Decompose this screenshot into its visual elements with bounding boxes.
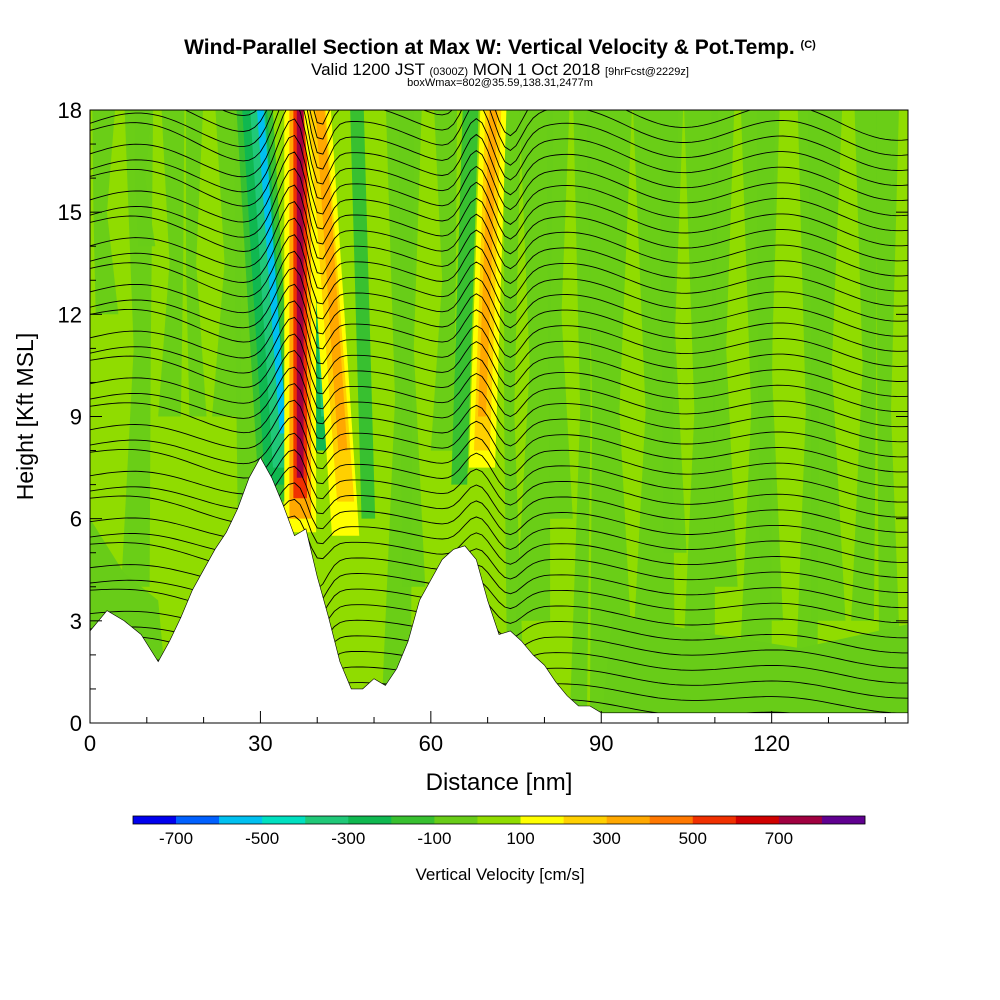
colorbar-swatch <box>821 816 866 824</box>
colorbar-swatch <box>348 816 392 824</box>
colorbar-tick-label: 300 <box>592 829 620 848</box>
y-tick-label: 15 <box>58 200 82 225</box>
colorbar-tick-label: -500 <box>245 829 279 848</box>
colorbar-tick-label: 700 <box>765 829 793 848</box>
colorbar-swatch <box>606 816 651 824</box>
weak-downdraft-streak <box>158 110 185 417</box>
isentrope-line <box>90 383 908 458</box>
weak-downdraft-streak <box>660 110 687 553</box>
updraft-band <box>477 110 498 417</box>
x-tick-label: 30 <box>248 731 272 756</box>
x-tick-label: 90 <box>589 731 613 756</box>
isentrope-line <box>90 349 908 428</box>
colorbar-swatch <box>391 816 435 824</box>
isentrope-line <box>90 432 908 503</box>
isentrope-line <box>90 118 908 217</box>
colorbar-swatch <box>692 816 737 824</box>
colorbar-frame <box>132 815 866 825</box>
isentrope-line <box>90 482 908 548</box>
isentrope-line <box>90 167 908 262</box>
x-tick-label: 60 <box>419 731 443 756</box>
colorbar-swatch <box>735 816 780 824</box>
isentrope-line <box>90 184 908 277</box>
weak-downdraft-streak <box>570 110 591 713</box>
isentrope-line <box>90 110 908 171</box>
isentrope-line <box>90 366 908 443</box>
valid-time: Valid 1200 JST <box>311 60 425 79</box>
colorbar-swatch <box>563 816 607 824</box>
colorbar-swatch <box>305 816 349 824</box>
weak-downdraft-streak <box>851 110 878 621</box>
colorbar-swatch <box>520 816 564 824</box>
colorbar-tick-label: -300 <box>331 829 365 848</box>
updraft-core <box>296 110 304 478</box>
updraft-band <box>315 110 348 451</box>
y-tick-label: 6 <box>70 507 82 532</box>
colorbar-tick-label: -100 <box>417 829 451 848</box>
isentrope-line <box>90 234 908 322</box>
colorbar-tick-label: -700 <box>159 829 193 848</box>
y-tick-label: 3 <box>70 609 82 634</box>
isentrope-line <box>184 110 908 156</box>
downdraft-band <box>451 110 479 485</box>
isentrope-line <box>90 134 908 232</box>
isentrope-line <box>90 151 908 247</box>
weak-downdraft-streak <box>92 110 119 315</box>
valid-utc: (0300Z) <box>429 66 469 78</box>
colorbar-swatch <box>434 816 478 824</box>
colorbar-swatch <box>778 816 823 824</box>
isentrope-line <box>90 465 908 533</box>
x-tick-label: 0 <box>84 731 96 756</box>
isentrope-line <box>90 201 908 292</box>
title-main: Wind-Parallel Section at Max W: Vertical… <box>184 36 795 59</box>
isentrope-line <box>90 316 908 398</box>
weak-downdraft-streak <box>546 110 573 519</box>
isentrope-line <box>90 416 908 488</box>
weak-downdraft-streak <box>756 110 783 621</box>
isentrope-line <box>90 333 908 413</box>
isentrope-line <box>90 399 908 473</box>
colorbar-tick-label: 100 <box>506 829 534 848</box>
weak-downdraft-streak <box>430 110 457 451</box>
x-tick-label: 120 <box>753 731 790 756</box>
isentrope-line <box>221 110 908 141</box>
y-tick-label: 0 <box>70 711 82 736</box>
isentrope-line <box>90 267 908 352</box>
copyright-mark: (C) <box>800 39 816 51</box>
y-tick-label: 9 <box>70 405 82 430</box>
isentrope-line <box>90 110 908 202</box>
isentrope-line <box>90 283 908 367</box>
terrain-mask <box>90 456 908 723</box>
colorbar-tick-label: 500 <box>679 829 707 848</box>
valid-date: MON 1 Oct 2018 <box>472 60 601 79</box>
colorbar-swatch <box>219 816 263 824</box>
colorbar-swatch <box>477 816 521 824</box>
colorbar-swatch <box>176 816 220 824</box>
y-tick-label: 18 <box>58 98 82 123</box>
weak-downdraft-streak <box>808 110 846 621</box>
forecast-info: [9hrFcst@2229z] <box>605 66 689 78</box>
colorbar-swatch <box>133 816 177 824</box>
field-group <box>90 110 908 723</box>
isentrope-line <box>90 449 908 518</box>
low-level-wash <box>601 614 908 723</box>
y-tick-label: 12 <box>58 302 82 327</box>
colorbar-swatch <box>262 816 306 824</box>
box-info: boxWmax=802@35.59,138.31,2477m <box>407 77 593 89</box>
chart-subtitle: Valid 1200 JST (0300Z) MON 1 Oct 2018 [9… <box>0 60 1000 80</box>
downdraft-band <box>350 110 376 519</box>
isentrope-line <box>90 300 908 382</box>
x-axis-label: Distance [nm] <box>426 769 573 796</box>
isentrope-line <box>90 217 908 307</box>
chart-title: Wind-Parallel Section at Max W: Vertical… <box>0 36 1000 60</box>
weak-downdraft-streak <box>399 110 426 587</box>
y-axis-label: Height [Kft MSL] <box>12 333 38 500</box>
isentrope-line <box>90 110 908 186</box>
weak-downdraft-streak <box>504 110 525 713</box>
colorbar-swatch <box>649 816 694 824</box>
isentrope-line <box>90 250 908 337</box>
colorbar-label: Vertical Velocity [cm/s] <box>415 865 584 884</box>
